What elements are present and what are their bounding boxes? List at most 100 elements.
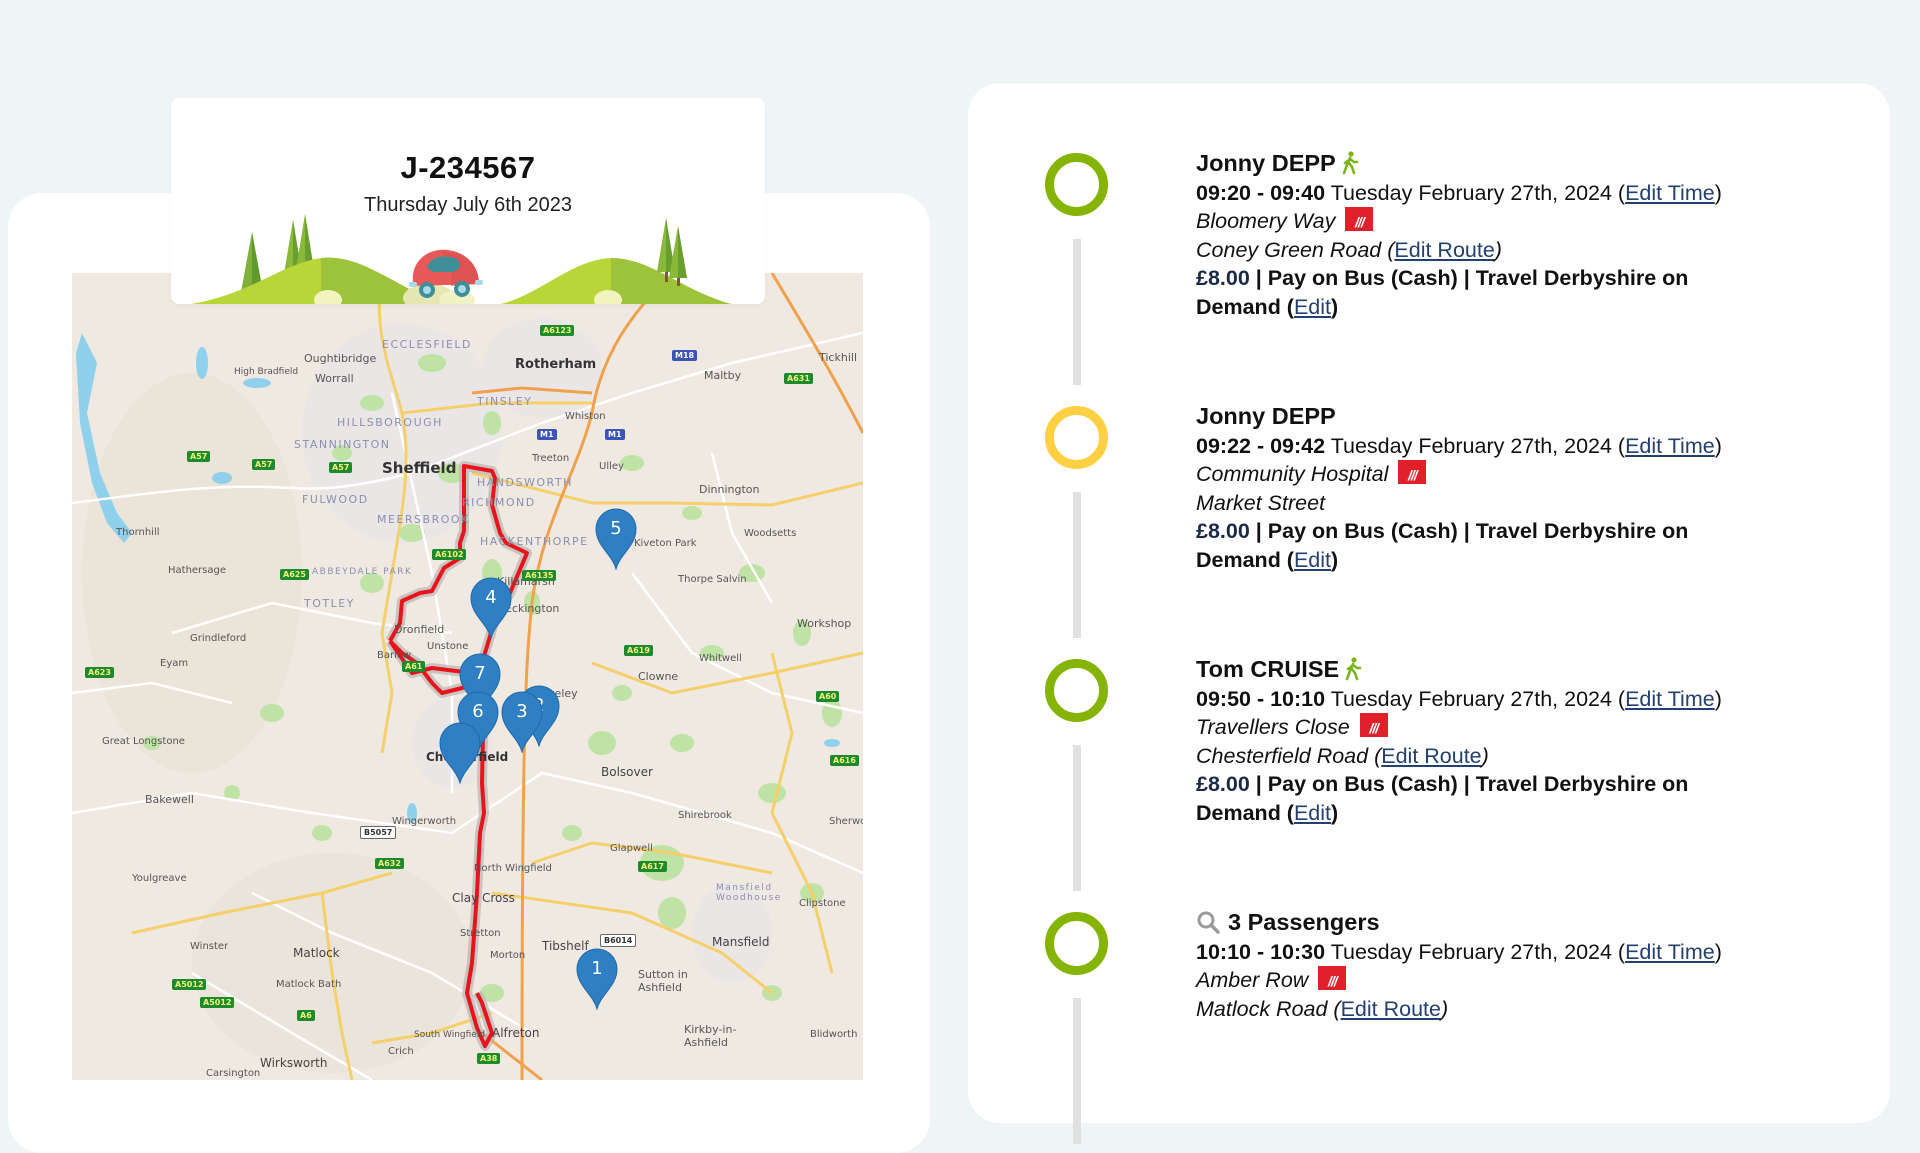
dropoff-location: Coney Green Road: [1196, 237, 1382, 262]
fare-price: £8.00: [1196, 266, 1250, 291]
service-name: Travel Derbyshire on Demand: [1196, 772, 1689, 825]
map-label: Unstone: [427, 641, 469, 652]
map-label: Woodsetts: [744, 528, 797, 539]
map-pin-icon: [439, 722, 481, 784]
road-shield: A6123: [540, 325, 575, 336]
map-pin-icon: [595, 508, 637, 570]
road-shield: A57: [252, 459, 276, 470]
map-pin-icon: [470, 577, 512, 639]
trip-date: Tuesday February 27th, 2024: [1330, 686, 1612, 711]
status-circle-icon: [1045, 406, 1108, 469]
map-label: Winster: [190, 941, 229, 952]
map-pin-icon: [576, 948, 618, 1010]
road-shield: A616: [830, 755, 859, 766]
stop-badge-icon: ///: [1318, 966, 1347, 991]
map-pin-icon: [459, 653, 501, 715]
map-label: Oughtibridge: [304, 352, 377, 365]
passenger-name: Jonny DEPP: [1196, 150, 1336, 176]
timeline-item: Tom CRUISE 09:50 - 10:10 Tuesday Februar…: [968, 589, 1890, 891]
payment-method: Pay on Bus (Cash): [1267, 266, 1458, 291]
map-label: Shirebrook: [678, 810, 732, 821]
map-label-district: RICHMOND: [462, 496, 536, 509]
map-label: Clowne: [638, 670, 679, 683]
pickup-location: Community Hospital: [1196, 462, 1389, 487]
edit-fare-link[interactable]: Edit: [1293, 800, 1332, 825]
edit-fare-link[interactable]: Edit: [1293, 547, 1332, 572]
job-header-card: J-234567 Thursday July 6th 2023: [171, 98, 765, 304]
road-shield: A6102: [432, 549, 467, 560]
route-map[interactable]: Sheffield Rotherham Oughtibridge High Br…: [72, 273, 863, 1080]
edit-route-link[interactable]: Edit Route: [1381, 743, 1482, 768]
map-marker-4[interactable]: 4: [470, 577, 512, 639]
timeline-connector: [1073, 998, 1081, 1144]
dropoff-location: Chesterfield Road: [1196, 743, 1369, 768]
map-marker-1[interactable]: 1: [576, 948, 618, 1010]
search-icon[interactable]: [1196, 910, 1220, 935]
trip-date: Tuesday February 27th, 2024: [1330, 180, 1612, 205]
walk-icon: [1345, 657, 1362, 681]
map-marker-start[interactable]: [439, 722, 481, 784]
map-marker-5[interactable]: 5: [595, 508, 637, 570]
map-label: Morton: [490, 950, 526, 961]
timeline-connector: [1073, 745, 1081, 891]
map-label: Whitwell: [699, 653, 742, 664]
edit-route-link[interactable]: Edit Route: [1340, 996, 1441, 1021]
road-shield: A5012: [172, 979, 207, 990]
map-label: Eyam: [160, 658, 189, 669]
map-label: Tibshelf: [542, 939, 589, 953]
map-label: Hathersage: [168, 565, 227, 576]
payment-method: Pay on Bus (Cash): [1267, 772, 1458, 797]
timeline-item: Jonny DEPP 09:20 - 09:40 Tuesday Februar…: [968, 83, 1890, 385]
map-label: Matlock: [293, 946, 340, 960]
edit-time-link[interactable]: Edit Time: [1625, 686, 1715, 711]
dropoff-location: Matlock Road: [1196, 996, 1328, 1021]
status-circle-icon: [1045, 659, 1108, 722]
road-shield: M18: [672, 350, 698, 361]
map-label: Stretton: [460, 928, 501, 939]
map-label: Sutton in Ashfield: [638, 968, 688, 994]
map-label: Blidworth: [810, 1029, 858, 1040]
map-label: South Wingfield: [414, 1030, 486, 1040]
map-label: Bakewell: [145, 793, 194, 806]
map-label: Workshop: [797, 617, 852, 630]
road-shield: A38: [477, 1053, 501, 1064]
road-shield: A623: [85, 667, 114, 678]
road-shield: A61: [402, 661, 426, 672]
map-label: Grindleford: [190, 633, 247, 644]
map-label: Whiston: [565, 411, 606, 422]
map-label: Alfreton: [492, 1026, 540, 1040]
map-label: Carsington: [206, 1068, 261, 1079]
edit-route-link[interactable]: Edit Route: [1394, 237, 1495, 262]
stop-badge-icon: ///: [1345, 207, 1374, 232]
road-shield: B5057: [360, 826, 397, 839]
map-label: Clay Cross: [452, 891, 515, 905]
map-label: Ulley: [599, 461, 624, 472]
timeline-connector: [1073, 239, 1081, 385]
map-label-district: HILLSBOROUGH: [337, 416, 443, 429]
timeline-connector: [1073, 492, 1081, 638]
edit-time-link[interactable]: Edit Time: [1625, 939, 1715, 964]
pickup-location: Amber Row: [1196, 968, 1309, 993]
road-shield: M1: [537, 429, 557, 440]
map-marker-3[interactable]: 3: [501, 691, 543, 753]
map-label: Dronfield: [394, 623, 445, 636]
road-shield: A625: [280, 569, 309, 580]
map-label: Crich: [388, 1046, 414, 1057]
road-shield: A57: [329, 462, 353, 473]
edit-fare-link[interactable]: Edit: [1293, 294, 1332, 319]
map-marker-7[interactable]: 7: [459, 653, 501, 715]
map-label: Sherwood: [829, 816, 863, 827]
edit-time-link[interactable]: Edit Time: [1625, 433, 1715, 458]
edit-time-link[interactable]: Edit Time: [1625, 180, 1715, 205]
map-label: Great Longstone: [102, 736, 185, 747]
time-range: 09:22 - 09:42: [1196, 433, 1326, 458]
map-label: Tickhill: [819, 351, 857, 364]
time-range: 09:50 - 10:10: [1196, 686, 1326, 711]
map-label-district: ECCLESFIELD: [382, 338, 472, 351]
road-shield: A57: [187, 451, 211, 462]
status-circle-icon: [1045, 153, 1108, 216]
job-id: J-234567: [400, 150, 536, 185]
map-pin-icon: [501, 691, 543, 753]
map-label: Thorpe Salvin: [678, 574, 747, 585]
passenger-group-name: 3 Passengers: [1228, 909, 1380, 935]
